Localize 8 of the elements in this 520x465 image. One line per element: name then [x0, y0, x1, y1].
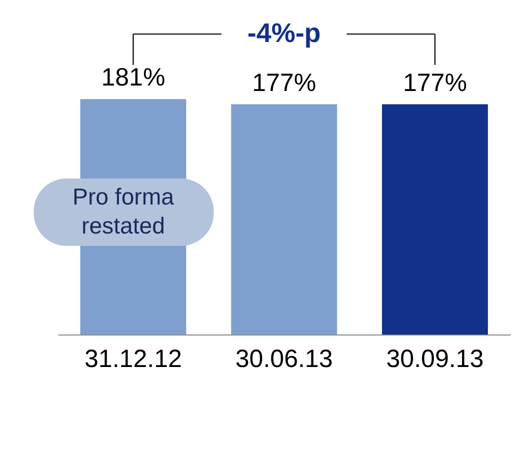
- x-tick-label: 30.06.13: [235, 344, 333, 373]
- x-tick-label: 30.09.13: [386, 344, 484, 373]
- data-label: 177%: [402, 68, 467, 97]
- data-label: 181%: [101, 64, 166, 92]
- data-label: 177%: [252, 68, 316, 97]
- annotation: Pro forma restated: [72, 184, 174, 238]
- x-tick-label: 31.12.12: [84, 344, 182, 373]
- text: -4%-p: [247, 18, 321, 48]
